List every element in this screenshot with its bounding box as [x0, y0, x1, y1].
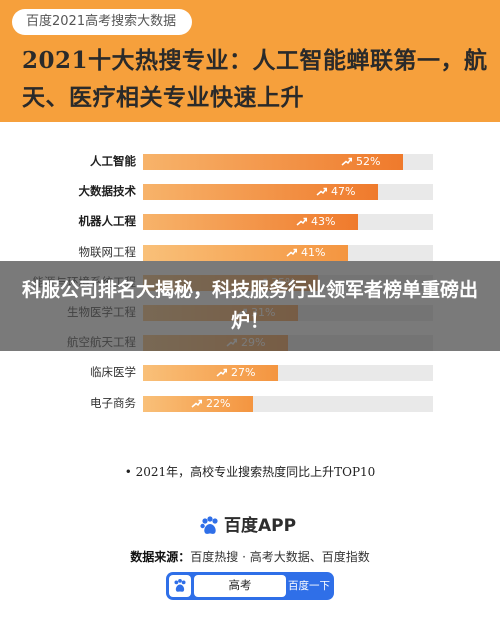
trend-up-icon [216, 369, 227, 377]
data-source: 数据来源：百度热搜 · 高考大数据、百度指数 [0, 548, 500, 565]
page-title: 2021十大热搜专业：人工智能蝉联第一，航天、医疗相关专业快速上升 [22, 47, 488, 111]
ranking-row: 电子商务 22% [0, 392, 500, 414]
search-input[interactable] [194, 575, 286, 597]
source-text: 百度热搜 · 高考大数据、百度指数 [190, 550, 370, 564]
ranking-row: 人工智能 52% [0, 150, 500, 172]
ranking-value: 41% [286, 245, 325, 261]
trend-up-icon [296, 218, 307, 226]
brand-name: 百度APP [224, 516, 297, 536]
ranking-bar [143, 365, 278, 382]
ranking-pct: 22% [206, 396, 231, 410]
header-tag: 百度2021高考搜索大数据 [12, 9, 193, 35]
ranking-bar [143, 154, 403, 170]
ranking-label: 人工智能 [90, 154, 136, 168]
ranking-value: 47% [316, 184, 355, 200]
ranking-label: 物联网工程 [78, 244, 137, 259]
trend-up-icon [316, 187, 327, 196]
ranking-pct: 43% [311, 215, 336, 229]
trend-up-icon [286, 248, 297, 257]
ranking-row: 大数据技术 47% [0, 180, 500, 202]
headline-text: 科服公司排名大揭秘，科技服务行业领军者榜单重磅出炉！ [21, 279, 478, 332]
ranking-row: 临床医学 27% [0, 361, 500, 383]
search-button[interactable]: 百度一下 [288, 580, 330, 592]
paw-icon [174, 579, 186, 592]
ranking-label: 机器人工程 [78, 214, 137, 229]
ranking-value: 43% [296, 214, 335, 230]
footnote: • 2021年，高校专业搜索热度同比上升TOP10 [124, 465, 376, 479]
ranking-value: 27% [216, 365, 255, 381]
ranking-pct: 41% [301, 245, 326, 259]
ranking-row: 机器人工程 43% [0, 210, 500, 232]
trend-up-icon [341, 157, 352, 166]
ranking-row: 物联网工程 41% [0, 241, 500, 263]
search-bar[interactable]: 百度一下 [166, 572, 334, 600]
header-banner: 百度2021高考搜索大数据 2021十大热搜专业：人工智能蝉联第一，航天、医疗相… [0, 0, 500, 122]
ranking-label: 大数据技术 [78, 184, 137, 199]
ranking-pct: 52% [356, 155, 381, 168]
trend-up-icon [191, 399, 202, 408]
search-logo [169, 575, 191, 597]
paw-icon [200, 516, 218, 534]
ranking-label: 临床医学 [90, 365, 136, 380]
ranking-label: 电子商务 [90, 395, 136, 410]
source-label: 数据来源： [130, 550, 191, 564]
ranking-pct: 27% [231, 366, 256, 380]
ranking-bar [143, 184, 378, 201]
ranking-value: 22% [191, 396, 230, 412]
ranking-value: 52% [341, 154, 380, 170]
ranking-pct: 47% [331, 185, 356, 199]
headline-overlay[interactable]: 科服公司排名大揭秘，科技服务行业领军者榜单重磅出炉！ [0, 261, 500, 351]
